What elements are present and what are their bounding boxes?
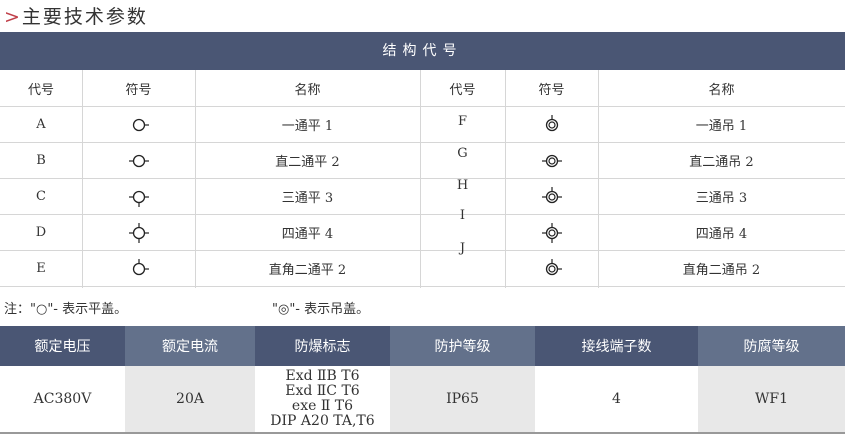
- spec-value: 20A: [125, 366, 255, 432]
- spec-header: 防爆标志: [255, 326, 390, 366]
- column-divider: [195, 70, 196, 288]
- row-code-cell: [420, 143, 505, 179]
- arrow-icon: >: [4, 6, 22, 28]
- spec-header: 接线端子数: [535, 326, 698, 366]
- row-name: 一通平 1: [195, 107, 420, 143]
- row-name: 三通平 3: [195, 179, 420, 215]
- row-name: 直角二通吊 2: [598, 251, 845, 287]
- flat-cover-symbol-icon: [128, 154, 149, 167]
- column-header: 名称: [195, 70, 420, 107]
- row-code: A: [0, 107, 82, 143]
- row-symbol: [82, 179, 195, 215]
- column-header: 名称: [598, 70, 845, 107]
- row-code-cell: [420, 215, 505, 251]
- row-name: 直二通平 2: [195, 143, 420, 179]
- row-code: I: [459, 208, 466, 223]
- row-code: E: [0, 251, 82, 287]
- row-symbol: [82, 251, 195, 287]
- row-symbol: [505, 143, 598, 179]
- column-header: 代号: [0, 70, 82, 107]
- row-symbol: [505, 179, 598, 215]
- row-code: J: [459, 241, 466, 256]
- hanging-cover-symbol-icon: [545, 114, 558, 131]
- flat-cover-symbol-icon: [128, 190, 149, 207]
- note-flat: 注："○"- 表示平盖。: [4, 302, 128, 317]
- note-hanging: "◎"- 表示吊盖。: [272, 302, 370, 317]
- spec-header: 额定电压: [0, 326, 125, 366]
- row-symbol: [505, 251, 598, 287]
- flat-cover-symbol-icon: [132, 118, 149, 131]
- row-code: G: [457, 146, 468, 161]
- row-name: 直角二通平 2: [195, 251, 420, 287]
- hanging-cover-symbol-icon: [541, 222, 562, 243]
- hanging-cover-symbol-icon: [541, 154, 562, 167]
- spec-header: 防腐等级: [698, 326, 845, 366]
- row-code: D: [0, 215, 82, 251]
- row-symbol: [505, 215, 598, 251]
- row-code-cell: [420, 251, 505, 287]
- column-header: 代号: [420, 70, 505, 107]
- row-name: 四通吊 4: [598, 215, 845, 251]
- structure-table: 代号 符号 名称 代号 符号 名称 A 一通平 1 B 直二通平 2 C 三通平 3 D 四通平 4 E 直角…: [0, 70, 845, 288]
- column-header: 符号: [82, 70, 195, 107]
- flat-cover-symbol-icon: [132, 258, 149, 275]
- row-name: 一通吊 1: [598, 107, 845, 143]
- spec-value: IP65: [390, 366, 535, 432]
- column-divider: [82, 70, 83, 288]
- hanging-cover-symbol-icon: [545, 258, 562, 275]
- spec-header: 防护等级: [390, 326, 535, 366]
- row-code: H: [456, 178, 469, 193]
- structure-header: 结构代号: [0, 32, 845, 70]
- row-name: 三通吊 3: [598, 179, 845, 215]
- spec-value: WF1: [698, 366, 845, 432]
- row-name: 四通平 4: [195, 215, 420, 251]
- hanging-cover-symbol-icon: [541, 186, 562, 203]
- row-symbol: [82, 215, 195, 251]
- row-symbol: [82, 143, 195, 179]
- section-title: >主要技术参数: [4, 2, 148, 29]
- flat-cover-symbol-icon: [128, 222, 149, 243]
- row-code-cell: [420, 107, 505, 143]
- column-divider: [598, 70, 599, 288]
- spec-value: 4: [535, 366, 698, 432]
- row-code-cell: [420, 179, 505, 215]
- spec-header: 额定电流: [125, 326, 255, 366]
- spec-value: Exd ⅡB T6 Exd ⅡC T6 exe Ⅱ T6 DIP A20 TA,…: [255, 366, 390, 432]
- row-code: B: [0, 143, 82, 179]
- column-header: 符号: [505, 70, 598, 107]
- divider: [0, 432, 845, 434]
- column-divider: [420, 70, 421, 288]
- spec-value: AC380V: [0, 366, 125, 432]
- title-text: 主要技术参数: [21, 6, 148, 28]
- row-symbol: [82, 107, 195, 143]
- row-code: F: [457, 114, 468, 129]
- column-divider: [505, 70, 506, 288]
- row-name: 直二通吊 2: [598, 143, 845, 179]
- row-symbol: [505, 107, 598, 143]
- row-code: C: [0, 179, 82, 215]
